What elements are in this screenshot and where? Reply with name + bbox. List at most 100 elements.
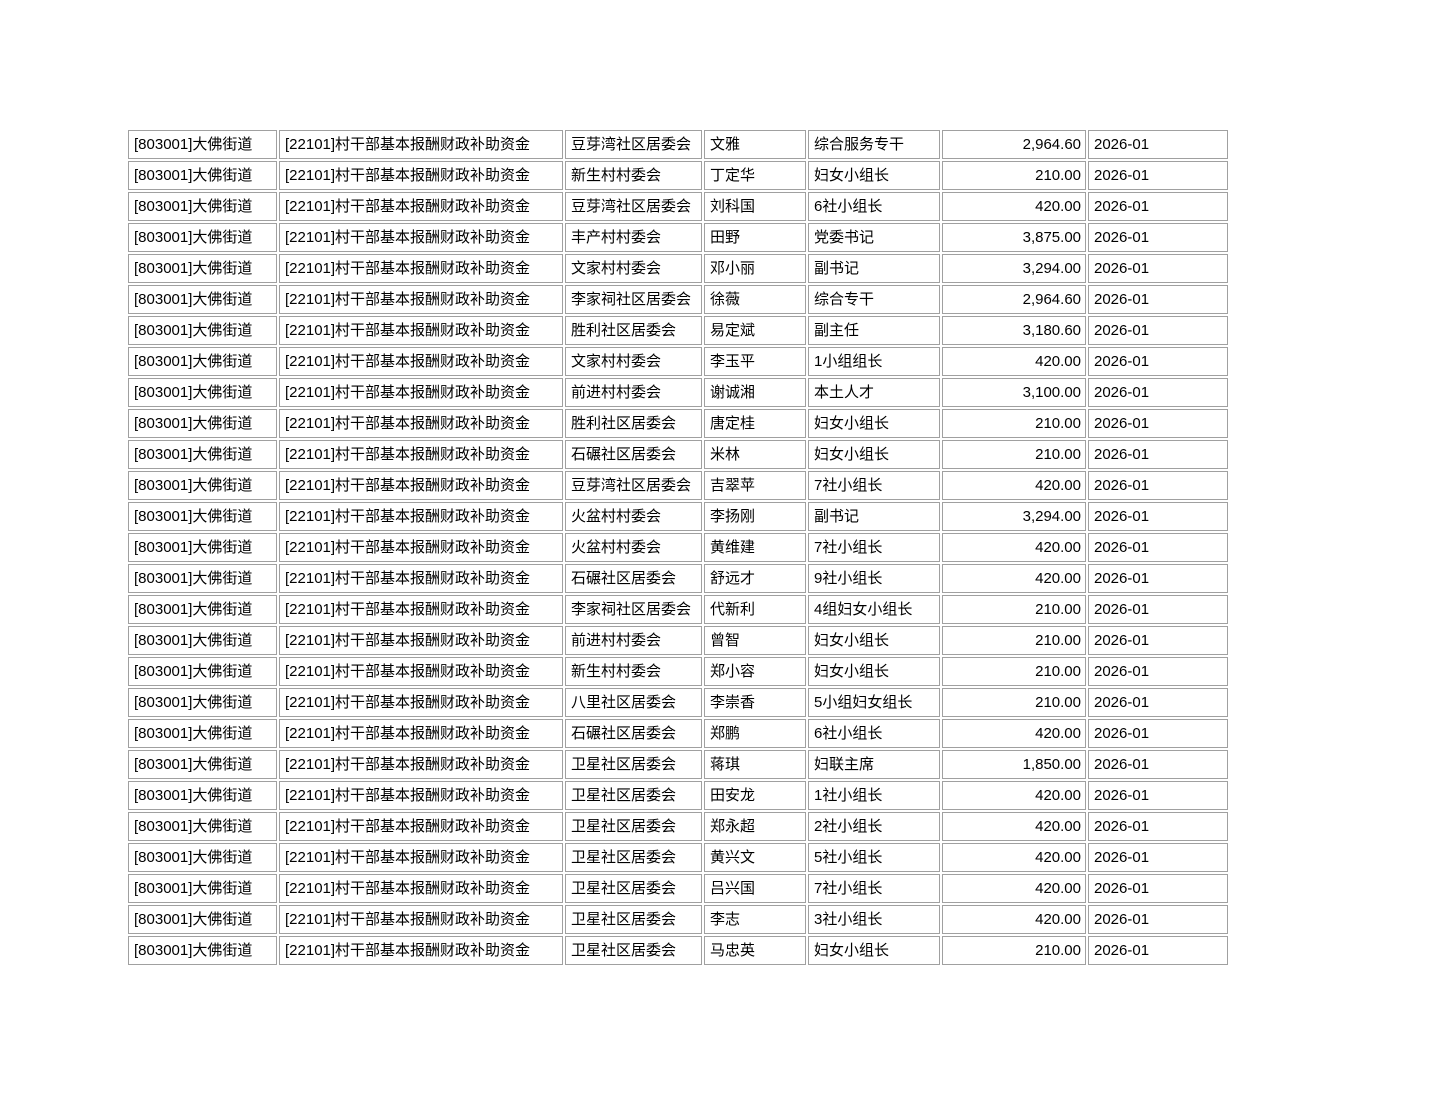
cell-subsidy-item: [22101]村干部基本报酬财政补助资金 <box>279 471 563 500</box>
cell-subsidy-item: [22101]村干部基本报酬财政补助资金 <box>279 688 563 717</box>
cell-district-code: [803001]大佛街道 <box>128 254 277 283</box>
cell-district-code: [803001]大佛街道 <box>128 595 277 624</box>
cell-subsidy-item: [22101]村干部基本报酬财政补助资金 <box>279 223 563 252</box>
cell-amount: 210.00 <box>942 688 1086 717</box>
cell-committee: 卫星社区居委会 <box>565 936 702 965</box>
cell-period: 2026-01 <box>1088 750 1228 779</box>
cell-person-name: 代新利 <box>704 595 806 624</box>
cell-subsidy-item: [22101]村干部基本报酬财政补助资金 <box>279 533 563 562</box>
cell-subsidy-item: [22101]村干部基本报酬财政补助资金 <box>279 347 563 376</box>
cell-person-name: 邓小丽 <box>704 254 806 283</box>
cell-person-name: 李志 <box>704 905 806 934</box>
cell-amount: 420.00 <box>942 347 1086 376</box>
cell-committee: 前进村村委会 <box>565 626 702 655</box>
table-row: [803001]大佛街道 [22101]村干部基本报酬财政补助资金 新生村村委会 郑小… <box>128 657 1228 686</box>
cell-amount: 3,875.00 <box>942 223 1086 252</box>
cell-subsidy-item: [22101]村干部基本报酬财政补助资金 <box>279 657 563 686</box>
cell-amount: 210.00 <box>942 409 1086 438</box>
cell-period: 2026-01 <box>1088 533 1228 562</box>
cell-subsidy-item: [22101]村干部基本报酬财政补助资金 <box>279 378 563 407</box>
cell-period: 2026-01 <box>1088 347 1228 376</box>
cell-person-name: 刘科国 <box>704 192 806 221</box>
table-row: [803001]大佛街道 [22101]村干部基本报酬财政补助资金 卫星社区居委会李… <box>128 905 1228 934</box>
cell-person-name: 丁定华 <box>704 161 806 190</box>
cell-amount: 1,850.00 <box>942 750 1086 779</box>
cell-committee: 卫星社区居委会 <box>565 750 702 779</box>
cell-amount: 420.00 <box>942 905 1086 934</box>
cell-position: 妇女小组长 <box>808 936 940 965</box>
cell-amount: 3,100.00 <box>942 378 1086 407</box>
cell-committee: 新生村村委会 <box>565 657 702 686</box>
cell-district-code: [803001]大佛街道 <box>128 936 277 965</box>
table-row: [803001]大佛街道 [22101]村干部基本报酬财政补助资金 卫星社区居委会郑… <box>128 812 1228 841</box>
table-row: [803001]大佛街道 [22101]村干部基本报酬财政补助资金 石碾社区居委会郑… <box>128 719 1228 748</box>
cell-period: 2026-01 <box>1088 254 1228 283</box>
cell-subsidy-item: [22101]村干部基本报酬财政补助资金 <box>279 502 563 531</box>
cell-district-code: [803001]大佛街道 <box>128 409 277 438</box>
cell-committee: 胜利社区居委会 <box>565 316 702 345</box>
cell-district-code: [803001]大佛街道 <box>128 812 277 841</box>
cell-position: 妇女小组长 <box>808 409 940 438</box>
cell-position: 5社小组长 <box>808 843 940 872</box>
cell-committee: 李家祠社区居委会 <box>565 595 702 624</box>
cell-committee: 卫星社区居委会 <box>565 905 702 934</box>
cell-period: 2026-01 <box>1088 843 1228 872</box>
cell-position: 妇女小组长 <box>808 161 940 190</box>
cell-amount: 420.00 <box>942 812 1086 841</box>
cell-amount: 420.00 <box>942 781 1086 810</box>
cell-amount: 420.00 <box>942 192 1086 221</box>
cell-period: 2026-01 <box>1088 316 1228 345</box>
cell-district-code: [803001]大佛街道 <box>128 347 277 376</box>
cell-amount: 420.00 <box>942 719 1086 748</box>
cell-position: 3社小组长 <box>808 905 940 934</box>
cell-amount: 210.00 <box>942 440 1086 469</box>
table-row: [803001]大佛街道 [22101]村干部基本报酬财政补助资金 文家村村委会 邓小… <box>128 254 1228 283</box>
cell-period: 2026-01 <box>1088 471 1228 500</box>
cell-position: 1社小组长 <box>808 781 940 810</box>
cell-committee: 李家祠社区居委会 <box>565 285 702 314</box>
cell-position: 2社小组长 <box>808 812 940 841</box>
cell-subsidy-item: [22101]村干部基本报酬财政补助资金 <box>279 564 563 593</box>
cell-amount: 2,964.60 <box>942 285 1086 314</box>
cell-district-code: [803001]大佛街道 <box>128 905 277 934</box>
cell-person-name: 李玉平 <box>704 347 806 376</box>
cell-amount: 3,180.60 <box>942 316 1086 345</box>
cell-period: 2026-01 <box>1088 595 1228 624</box>
cell-period: 2026-01 <box>1088 502 1228 531</box>
cell-committee: 前进村村委会 <box>565 378 702 407</box>
cell-district-code: [803001]大佛街道 <box>128 719 277 748</box>
cell-person-name: 谢诚湘 <box>704 378 806 407</box>
cell-position: 妇女小组长 <box>808 440 940 469</box>
table-row: [803001]大佛街道 [22101]村干部基本报酬财政补助资金 前进村村委会 曾智… <box>128 626 1228 655</box>
cell-period: 2026-01 <box>1088 781 1228 810</box>
cell-position: 1小组组长 <box>808 347 940 376</box>
cell-committee: 火盆村村委会 <box>565 533 702 562</box>
table-row: [803001]大佛街道 [22101]村干部基本报酬财政补助资金 豆芽湾社区居委会… <box>128 471 1228 500</box>
cell-position: 9社小组长 <box>808 564 940 593</box>
cell-subsidy-item: [22101]村干部基本报酬财政补助资金 <box>279 719 563 748</box>
cell-period: 2026-01 <box>1088 440 1228 469</box>
table-row: [803001]大佛街道 [22101]村干部基本报酬财政补助资金 胜利社区居委会易… <box>128 316 1228 345</box>
cell-period: 2026-01 <box>1088 130 1228 159</box>
cell-district-code: [803001]大佛街道 <box>128 533 277 562</box>
table-row: [803001]大佛街道 [22101]村干部基本报酬财政补助资金 火盆村村委会 李扬… <box>128 502 1228 531</box>
cell-committee: 文家村村委会 <box>565 347 702 376</box>
table-row: [803001]大佛街道 [22101]村干部基本报酬财政补助资金 卫星社区居委会黄… <box>128 843 1228 872</box>
cell-person-name: 黄兴文 <box>704 843 806 872</box>
cell-district-code: [803001]大佛街道 <box>128 440 277 469</box>
cell-amount: 2,964.60 <box>942 130 1086 159</box>
table-row: [803001]大佛街道 [22101]村干部基本报酬财政补助资金 新生村村委会 丁定… <box>128 161 1228 190</box>
cell-position: 副书记 <box>808 502 940 531</box>
cell-position: 5小组妇女组长 <box>808 688 940 717</box>
cell-committee: 丰产村村委会 <box>565 223 702 252</box>
cell-district-code: [803001]大佛街道 <box>128 161 277 190</box>
cell-amount: 210.00 <box>942 595 1086 624</box>
cell-subsidy-item: [22101]村干部基本报酬财政补助资金 <box>279 626 563 655</box>
cell-district-code: [803001]大佛街道 <box>128 285 277 314</box>
cell-district-code: [803001]大佛街道 <box>128 750 277 779</box>
cell-person-name: 田野 <box>704 223 806 252</box>
cell-person-name: 田安龙 <box>704 781 806 810</box>
cell-period: 2026-01 <box>1088 688 1228 717</box>
cell-position: 6社小组长 <box>808 192 940 221</box>
cell-position: 妇女小组长 <box>808 657 940 686</box>
